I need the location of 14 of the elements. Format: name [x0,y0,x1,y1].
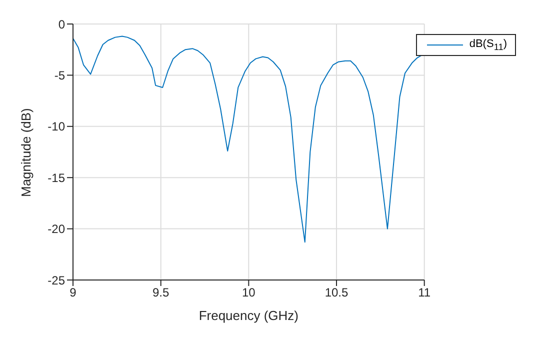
legend-label: dB(S$_{11}$) [469,38,507,52]
y-axis-title: Magnitude (dB) [18,108,34,197]
y-tick-label: -10 [48,120,66,134]
x-tick-label: 10.5 [324,286,349,300]
y-tick-label: -5 [54,68,66,82]
x-axis-title: Frequency (GHz) [198,308,299,323]
x-tick-label: 11 [418,286,431,300]
y-tick-label: 0 [58,17,66,32]
y-tick-label: -20 [48,222,66,236]
y-tick-label: -15 [48,170,66,185]
x-tick-label: 10 [242,286,256,300]
x-tick-label: 9.5 [152,286,170,300]
x-tick-label: 9 [70,286,77,300]
y-tick-label: -25 [48,273,66,288]
